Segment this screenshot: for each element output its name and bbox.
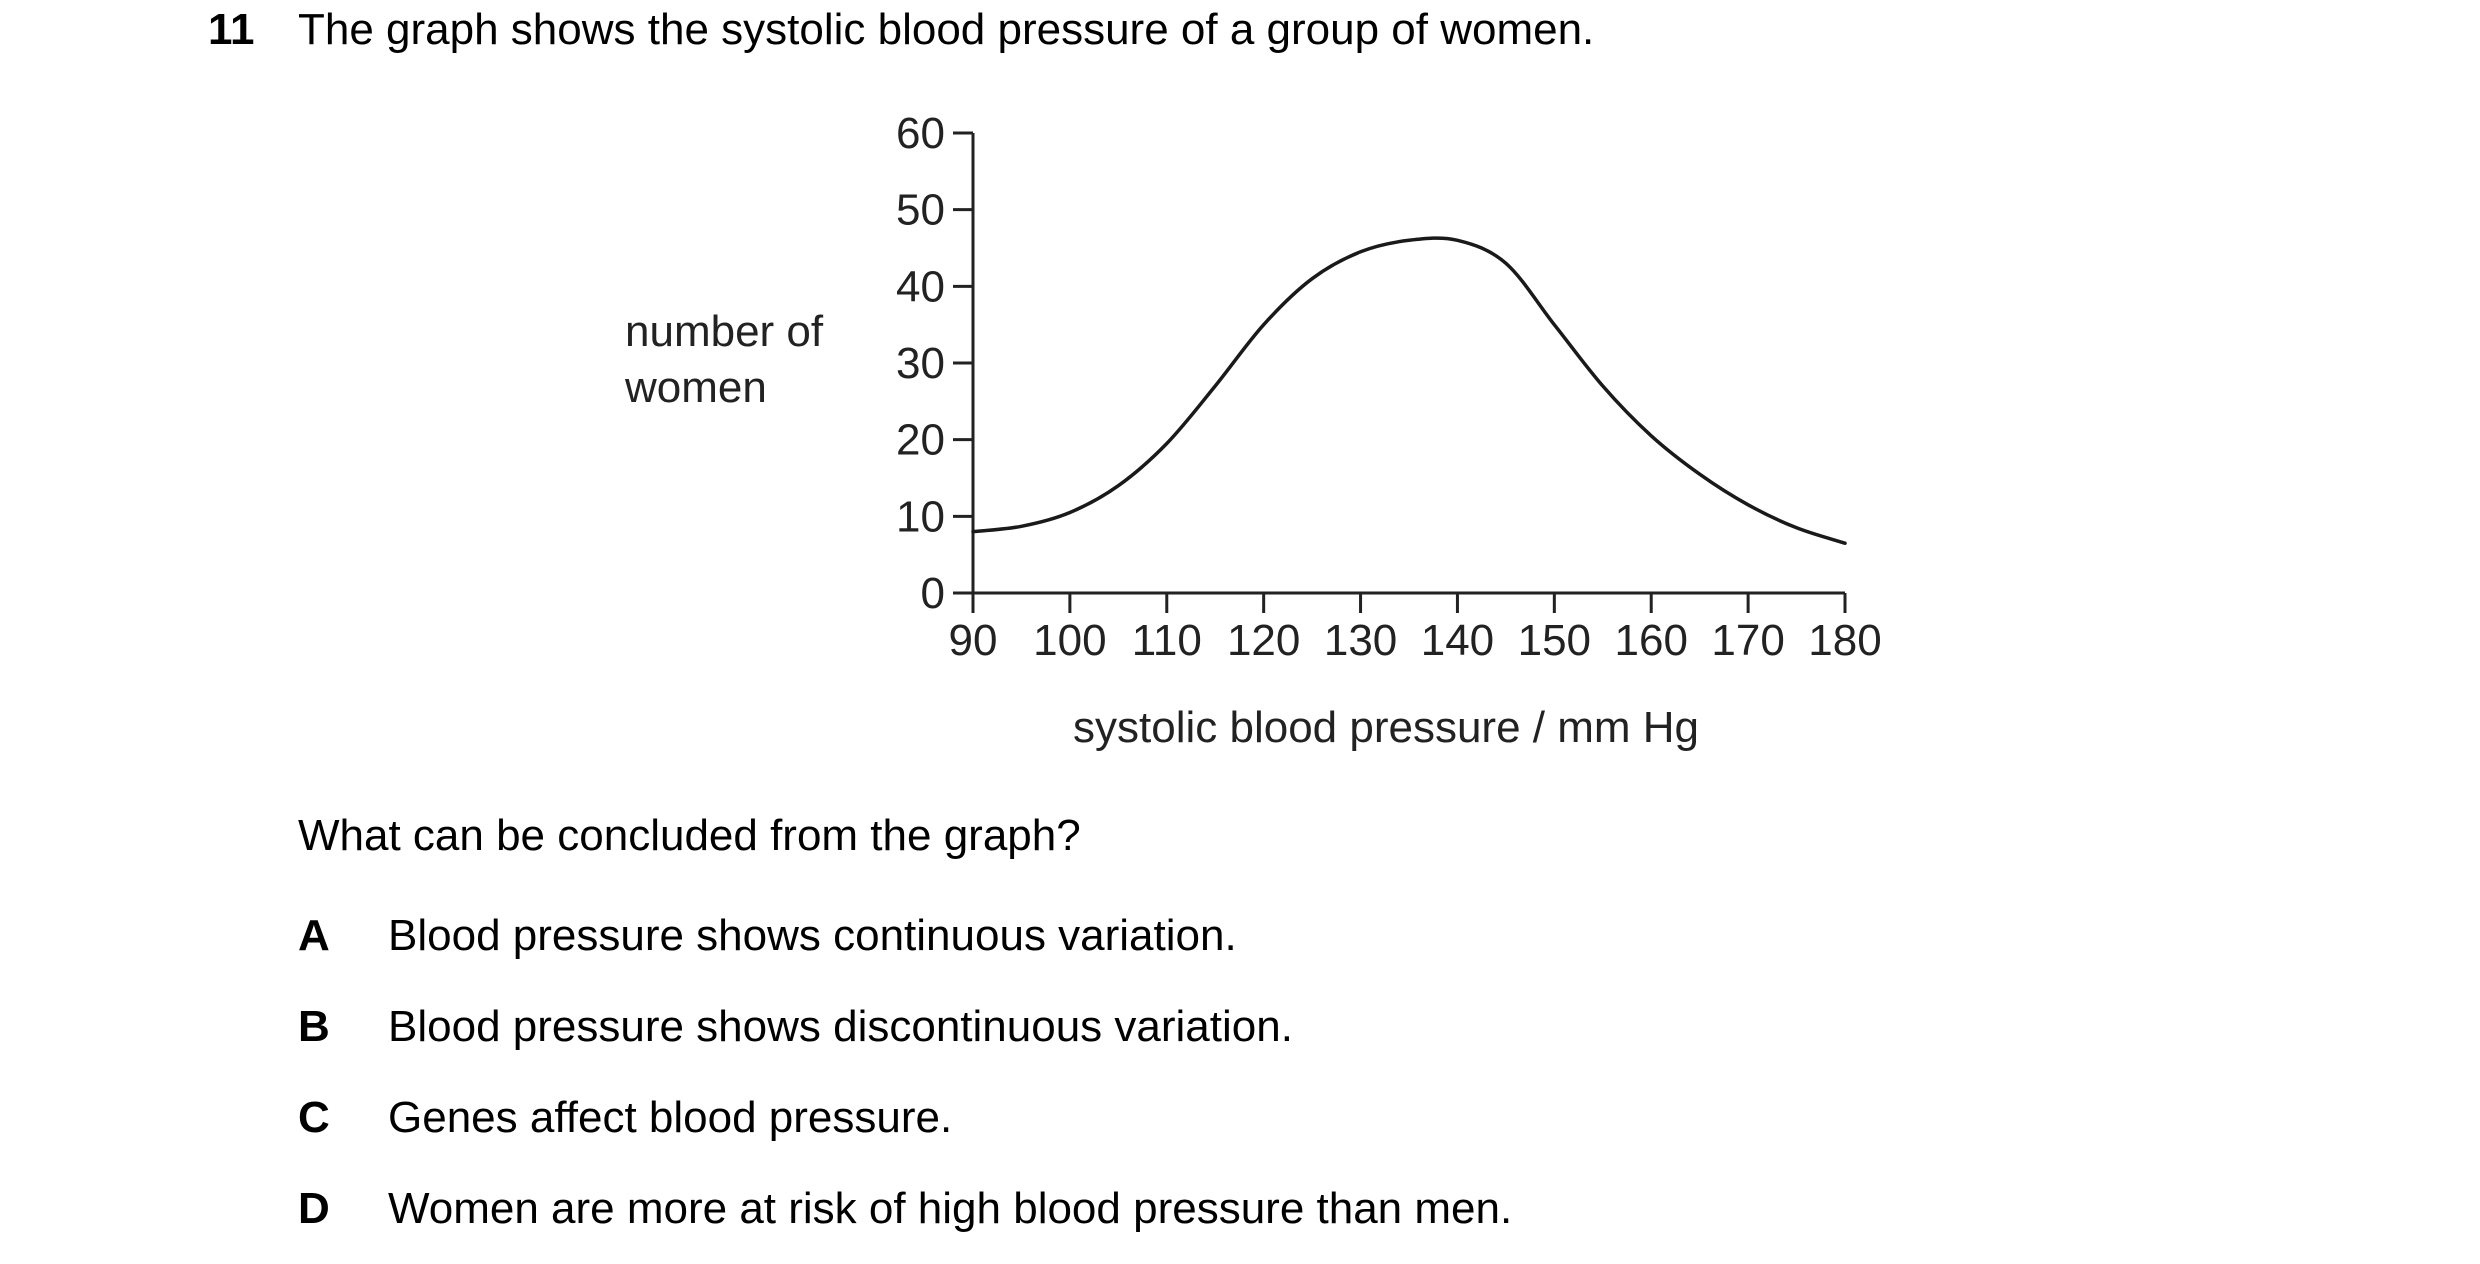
- x-tick-label: 160: [1615, 616, 1688, 665]
- y-tick-label: 50: [896, 186, 945, 235]
- y-tick-label: 0: [921, 569, 945, 618]
- option-d-letter: D: [298, 1184, 330, 1233]
- option-b-text: Blood pressure shows discontinuous varia…: [388, 1002, 1293, 1051]
- x-tick-label: 180: [1808, 616, 1881, 665]
- question-stem: The graph shows the systolic blood press…: [298, 5, 1595, 54]
- y-tick-label: 30: [896, 339, 945, 388]
- option-a-letter: A: [298, 911, 330, 960]
- question-prompt: What can be concluded from the graph?: [298, 811, 1081, 860]
- x-axis-label: systolic blood pressure / mm Hg: [1073, 703, 1699, 752]
- x-tick-label: 140: [1421, 616, 1494, 665]
- question-number: 11: [208, 5, 255, 54]
- option-a-text: Blood pressure shows continuous variatio…: [388, 911, 1237, 960]
- option-c-letter: C: [298, 1093, 330, 1142]
- x-tick-label: 170: [1711, 616, 1784, 665]
- y-axis-label: number of women: [624, 307, 824, 412]
- x-tick-label: 150: [1518, 616, 1591, 665]
- y-axis-ticks: 0 10 20 30 40 50 60: [896, 109, 973, 618]
- y-axis-label-line-2: women: [624, 363, 767, 412]
- option-b-letter: B: [298, 1002, 330, 1051]
- series-line: [971, 236, 1847, 545]
- blood-pressure-chart: number of women 0 10 20 30 40 50 60 90 100 110 12…: [624, 109, 1882, 752]
- y-tick-label: 10: [896, 492, 945, 541]
- y-tick-label: 20: [896, 416, 945, 465]
- y-axis-label-line-1: number of: [625, 307, 824, 356]
- x-axis-ticks: 90 100 110 120 130 140 150 160 170 180: [949, 593, 1882, 665]
- x-tick-label: 120: [1227, 616, 1300, 665]
- y-tick-label: 40: [896, 262, 945, 311]
- option-d-text: Women are more at risk of high blood pre…: [388, 1184, 1513, 1233]
- option-c-text: Genes affect blood pressure.: [388, 1093, 953, 1142]
- x-tick-label: 90: [949, 616, 998, 665]
- y-tick-label: 60: [896, 109, 945, 158]
- x-tick-label: 110: [1132, 616, 1202, 665]
- x-tick-label: 100: [1033, 616, 1106, 665]
- x-tick-label: 130: [1324, 616, 1397, 665]
